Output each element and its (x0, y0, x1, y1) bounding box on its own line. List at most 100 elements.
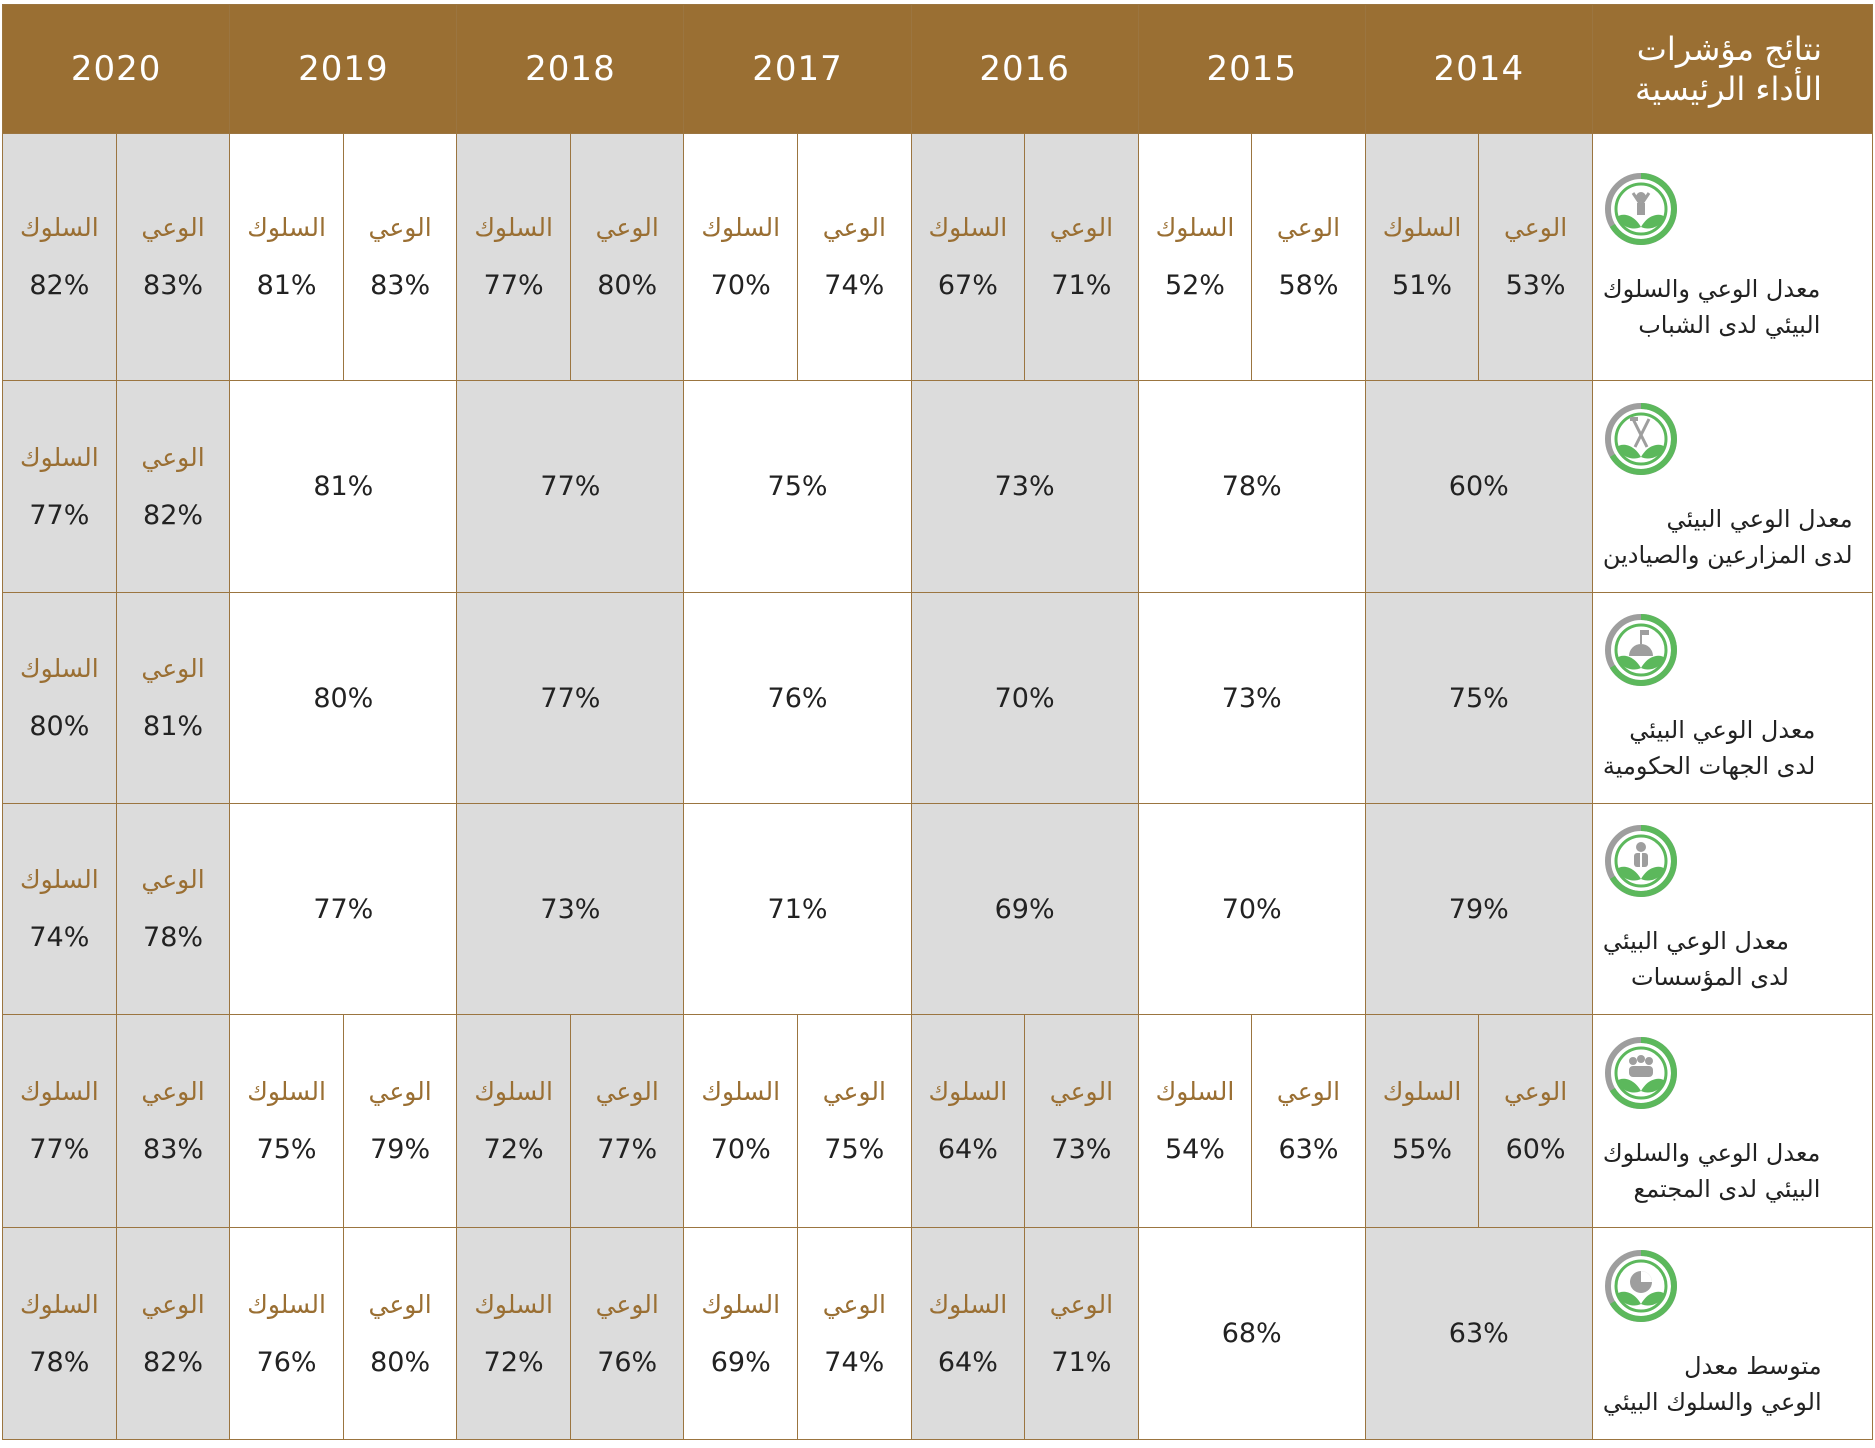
behavior-value: 55% (1392, 1134, 1453, 1165)
behavior-value: 52% (1164, 270, 1225, 301)
awareness-cell: الوعي 83% (115, 1014, 231, 1228)
behavior-cell: السلوك 74% (2, 803, 117, 1015)
awareness-value: 53% (1505, 270, 1566, 301)
cell-value: 73% (1221, 682, 1282, 714)
behavior-label: السلوك (247, 1077, 326, 1106)
row-label-line-2: البيئي لدى الشباب (1638, 311, 1821, 339)
year-header-2016: 2016 (910, 4, 1139, 134)
behavior-cell: السلوك 64% (910, 1014, 1026, 1228)
row-label-line-1: معدل الوعي البيئي (1629, 716, 1816, 744)
table-cell-merged: 73% (1137, 592, 1366, 804)
awareness-cell: الوعي 82% (115, 380, 231, 593)
awareness-value: 75% (824, 1134, 885, 1165)
awareness-value: 60% (1505, 1134, 1566, 1165)
awareness-value: 71% (1051, 270, 1112, 301)
behavior-value: 69% (710, 1346, 771, 1378)
behavior-value: 76% (256, 1346, 317, 1378)
table-cell-merged: 71% (683, 803, 912, 1015)
table-row: متوسط معدل الوعي والسلوك البيئي 63% 68% الوع… (2, 1227, 1874, 1440)
cell-value: 75% (767, 471, 828, 502)
awareness-value: 79% (370, 1134, 431, 1165)
header-label-text: نتائج مؤشرات الأداء الرئيسية (1593, 29, 1822, 109)
awareness-label: الوعي (1503, 1077, 1568, 1106)
header-label: نتائج مؤشرات الأداء الرئيسية (1591, 4, 1874, 134)
row-label-text: معدل الوعي البيئي لدى المؤسسات (1603, 923, 1789, 995)
behavior-cell: السلوك 54% (1137, 1014, 1253, 1228)
cell-value: 71% (767, 893, 828, 925)
awareness-cell: الوعي 82% (115, 1227, 231, 1440)
table-row: معدل الوعي والسلوك البيئي لدى المجتمع الوع… (2, 1014, 1874, 1228)
behavior-cell: السلوك 77% (2, 380, 117, 593)
awareness-label: الوعي (368, 1289, 432, 1319)
awareness-cell: الوعي 78% (115, 803, 231, 1015)
behavior-label: السلوك (20, 1077, 99, 1106)
behavior-cell: السلوك 82% (2, 133, 117, 381)
row-label-line-1: متوسط معدل (1684, 1351, 1822, 1380)
behavior-cell: السلوك 52% (1137, 133, 1253, 381)
table-cell-merged: 73% (456, 803, 685, 1015)
behavior-value: 51% (1392, 270, 1453, 301)
awareness-label: الوعي (1049, 1077, 1114, 1106)
awareness-value: 73% (1051, 1134, 1112, 1165)
cell-value: 60% (1448, 471, 1509, 502)
year-header-2019: 2019 (229, 4, 458, 134)
behavior-label: السلوك (20, 213, 99, 242)
awareness-cell: الوعي 77% (569, 1014, 685, 1228)
cell-value: 69% (994, 893, 1055, 925)
behavior-cell: السلوك 70% (683, 133, 799, 381)
awareness-label: الوعي (141, 654, 205, 683)
row-label-line-2: لدى المزارعين والصيادين (1602, 540, 1853, 569)
table-cell-merged: 79% (1364, 803, 1593, 1015)
behavior-label: السلوك (474, 1077, 553, 1106)
row-label-line-1: معدل الوعي البيئي (1666, 504, 1853, 533)
behavior-label: السلوك (928, 1289, 1008, 1319)
awareness-cell: الوعي 80% (342, 1227, 458, 1440)
behavior-label: السلوك (1382, 213, 1462, 242)
awareness-label: الوعي (822, 213, 886, 242)
behavior-cell: السلوك 55% (1364, 1014, 1480, 1228)
behavior-value: 64% (937, 1134, 998, 1165)
awareness-value: 76% (597, 1346, 658, 1378)
behavior-label: السلوك (247, 213, 326, 242)
behavior-cell: السلوك 78% (2, 1227, 117, 1440)
awareness-cell: الوعي 74% (797, 133, 912, 381)
row-label-text: معدل الوعي البيئي لدى المزارعين والصيادين (1603, 501, 1853, 573)
awareness-label: الوعي (595, 1289, 659, 1319)
awareness-value: 83% (143, 270, 204, 301)
year-header-2014: 2014 (1364, 4, 1593, 134)
cell-value: 80% (313, 682, 374, 714)
awareness-cell: الوعي 74% (797, 1227, 912, 1440)
row-label: متوسط معدل الوعي والسلوك البيئي (1591, 1227, 1874, 1440)
cell-value: 70% (994, 682, 1055, 714)
table-cell-merged: 75% (1364, 592, 1593, 804)
cell-value: 81% (313, 471, 374, 502)
business-person-leaf-icon (1603, 823, 1679, 899)
cell-value: 77% (540, 682, 601, 714)
awareness-cell: الوعي 83% (342, 133, 458, 381)
row-label-line-2: الوعي والسلوك البيئي (1602, 1387, 1822, 1416)
awareness-label: الوعي (1276, 213, 1341, 242)
table-cell-merged: 78% (1137, 380, 1366, 593)
behavior-label: السلوك (928, 1077, 1008, 1106)
kpi-results-table: نتائج مؤشرات الأداء الرئيسية 2014 2015 20… (1, 4, 1874, 1440)
awareness-label: الوعي (141, 213, 205, 242)
table-cell-merged: 68% (1137, 1227, 1366, 1440)
table-cell-merged: 73% (910, 380, 1139, 593)
row-label-text: متوسط معدل الوعي والسلوك البيئي (1603, 1348, 1822, 1420)
awareness-value: 81% (143, 711, 204, 742)
row-label: معدل الوعي البيئي لدى المزارعين والصيادين (1591, 380, 1874, 593)
awareness-value: 82% (143, 1346, 204, 1378)
government-dome-leaf-icon (1603, 612, 1679, 688)
awareness-label: الوعي (368, 1077, 432, 1106)
row-label-line-1: معدل الوعي والسلوك (1602, 1139, 1821, 1167)
cell-value: 79% (1448, 893, 1509, 925)
table-cell-merged: 60% (1364, 380, 1593, 593)
behavior-label: السلوك (1155, 213, 1235, 242)
year-header-2015: 2015 (1137, 4, 1366, 134)
behavior-value: 67% (937, 270, 998, 301)
awareness-cell: الوعي 76% (569, 1227, 685, 1440)
row-label: معدل الوعي والسلوك البيئي لدى المجتمع (1591, 1014, 1874, 1228)
table-row: معدل الوعي والسلوك البيئي لدى الشباب الوعي… (2, 133, 1874, 381)
cell-value: 78% (1221, 471, 1282, 502)
row-label: معدل الوعي البيئي لدى الجهات الحكومية (1591, 592, 1874, 804)
